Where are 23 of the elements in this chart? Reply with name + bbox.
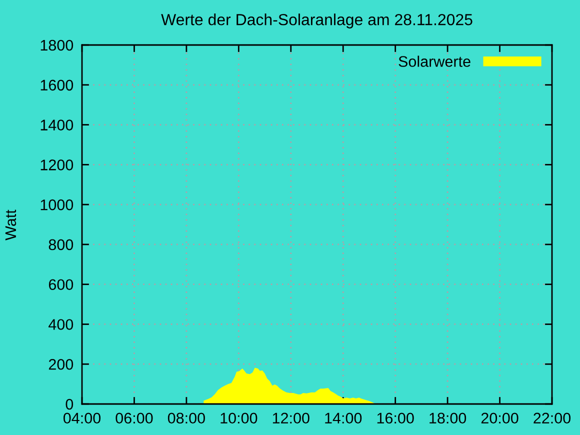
- x-tick-label: 20:00: [481, 412, 518, 424]
- x-tick-label: 14:00: [325, 412, 362, 424]
- y-tick-label: 400: [48, 319, 74, 330]
- y-tick-label: 0: [66, 398, 74, 410]
- x-tick-label: 06:00: [116, 412, 153, 424]
- x-tick-label: 04:00: [63, 412, 101, 424]
- legend-label: Solarwerte: [398, 56, 470, 67]
- x-tick-label: 12:00: [272, 412, 310, 424]
- y-tick-label: 1600: [40, 80, 74, 91]
- chart-title: Werte der Dach-Solaranlage am 28.11.2025: [161, 14, 472, 28]
- y-tick-label: 600: [48, 279, 74, 290]
- y-tick-label: 800: [48, 239, 74, 250]
- y-tick-label: 1800: [40, 40, 74, 51]
- y-tick-label: 1200: [40, 160, 74, 170]
- y-tick-label: 1400: [40, 120, 74, 130]
- x-tick-label: 16:00: [377, 412, 414, 424]
- y-tick-label: 200: [48, 358, 74, 370]
- y-tick-label: 1000: [40, 199, 74, 210]
- x-tick-label: 18:00: [430, 412, 466, 424]
- x-tick-label: 22:00: [534, 412, 571, 424]
- y-axis-title: Watt: [5, 210, 16, 240]
- x-tick-label: 08:00: [168, 412, 205, 424]
- x-tick-label: 10:00: [220, 412, 258, 424]
